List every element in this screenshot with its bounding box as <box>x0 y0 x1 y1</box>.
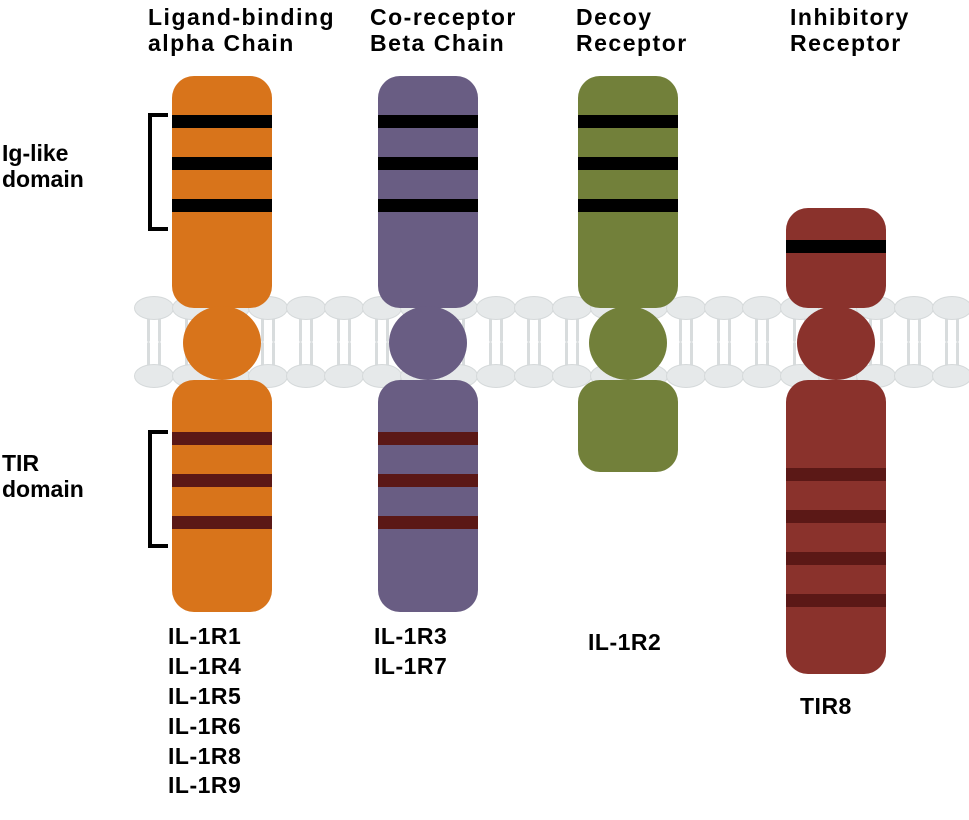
ig-like-bracket <box>148 113 152 231</box>
tir-band <box>378 474 478 487</box>
extracellular-domain <box>378 76 478 308</box>
lipid <box>742 296 782 342</box>
transmembrane-domain <box>797 306 875 380</box>
tir-band <box>378 432 478 445</box>
lipid <box>514 342 554 388</box>
tir-domain-label: TIR domain <box>2 450 84 503</box>
receptor-names-decoy: IL-1R2 <box>588 628 661 658</box>
ig-like-band <box>172 157 272 170</box>
ig-like-band <box>172 115 272 128</box>
receptor-decoy <box>578 0 678 820</box>
lipid <box>286 342 326 388</box>
lipid <box>894 296 934 342</box>
ig-like-domain-label: Ig-like domain <box>2 140 84 193</box>
ig-like-band <box>578 199 678 212</box>
lipid <box>932 342 969 388</box>
tir-band <box>172 516 272 529</box>
ig-like-band <box>378 115 478 128</box>
extracellular-domain <box>786 208 886 308</box>
intracellular-domain <box>172 380 272 612</box>
tir-band <box>786 510 886 523</box>
lipid <box>704 342 744 388</box>
tir-band <box>378 516 478 529</box>
ig-like-band <box>578 115 678 128</box>
lipid <box>324 296 364 342</box>
lipid <box>324 342 364 388</box>
ig-like-band <box>172 199 272 212</box>
lipid <box>476 342 516 388</box>
extracellular-domain <box>172 76 272 308</box>
diagram-stage: Ig-like domain TIR domain Ligand-binding… <box>0 0 969 820</box>
intracellular-domain <box>786 380 886 674</box>
ig-like-band <box>378 157 478 170</box>
receptor-beta <box>378 0 478 820</box>
transmembrane-domain <box>389 306 467 380</box>
lipid <box>704 296 744 342</box>
intracellular-domain <box>578 380 678 472</box>
tir-band <box>786 468 886 481</box>
tir-band <box>172 432 272 445</box>
tir-bracket <box>148 430 152 548</box>
tir-band <box>786 594 886 607</box>
ig-like-band <box>378 199 478 212</box>
lipid <box>932 296 969 342</box>
lipid <box>286 296 326 342</box>
receptor-names-inhibitory: TIR8 <box>800 692 852 722</box>
receptor-names-beta: IL-1R3 IL-1R7 <box>374 622 447 682</box>
tir-band <box>786 552 886 565</box>
lipid <box>894 342 934 388</box>
lipid <box>742 342 782 388</box>
receptor-names-alpha: IL-1R1 IL-1R4 IL-1R5 IL-1R6 IL-1R8 IL-1R… <box>168 622 241 801</box>
transmembrane-domain <box>183 306 261 380</box>
lipid <box>514 296 554 342</box>
intracellular-domain <box>378 380 478 612</box>
ig-like-band <box>578 157 678 170</box>
lipid <box>476 296 516 342</box>
ig-like-band <box>786 240 886 253</box>
lipid <box>134 342 174 388</box>
transmembrane-domain <box>589 306 667 380</box>
tir-band <box>172 474 272 487</box>
extracellular-domain <box>578 76 678 308</box>
lipid <box>134 296 174 342</box>
